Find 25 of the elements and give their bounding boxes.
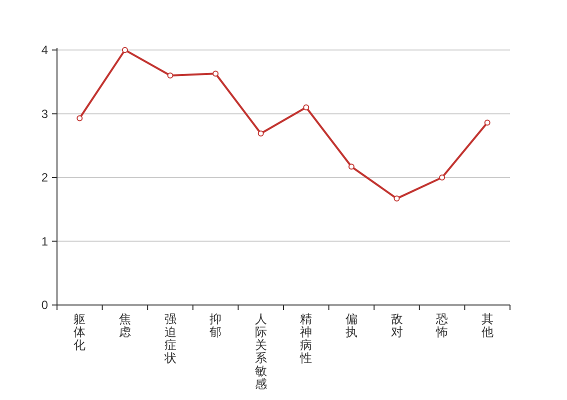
x-tick-label: 恐怖 [435, 312, 448, 339]
x-tick-label: 其他 [481, 312, 494, 339]
y-tick-label: 3 [41, 106, 48, 121]
x-tick-label: 精神病性 [299, 312, 312, 365]
x-tick-label: 抑郁 [210, 312, 222, 339]
x-tick-label: 强迫症状 [163, 312, 176, 365]
x-tick-label: 敌对 [390, 312, 403, 339]
point [348, 164, 354, 170]
point [76, 115, 83, 122]
y-tick-label: 2 [41, 170, 48, 184]
y-tick-label: 4 [41, 43, 48, 57]
point [212, 70, 219, 77]
x-tick-label: 躯体化 [74, 312, 86, 352]
point [258, 130, 264, 137]
y-tick-label: 1 [41, 234, 48, 248]
y-tick-label: 0 [41, 298, 48, 312]
x-tick-label: 焦虑 [118, 312, 131, 339]
point [122, 47, 128, 53]
point [439, 174, 446, 180]
point [394, 196, 400, 202]
point [303, 104, 310, 110]
x-tick-label: 人际关系敏感 [254, 312, 267, 391]
point [167, 72, 174, 78]
x-tick-label: 偏执 [345, 312, 358, 339]
point [484, 120, 490, 126]
